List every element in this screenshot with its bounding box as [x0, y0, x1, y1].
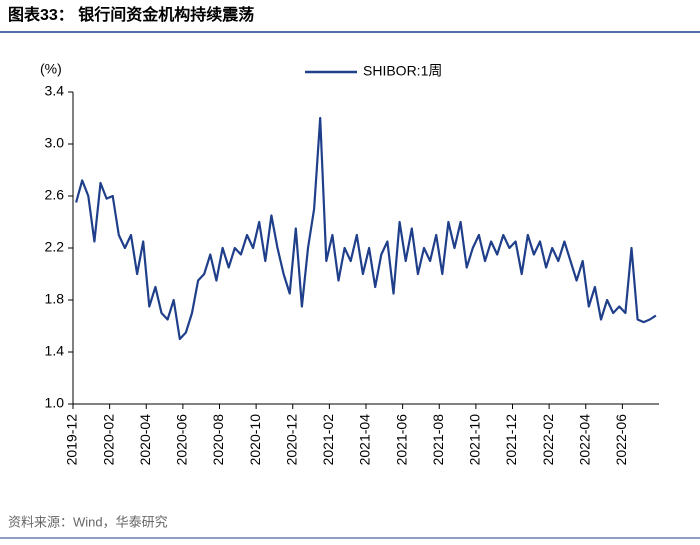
- x-tick-label: 2022-04: [576, 414, 592, 466]
- x-tick-label: 2020-08: [210, 414, 226, 466]
- x-tick-label: 2021-10: [467, 414, 483, 466]
- chart-title: 图表33： 银行间资金机构持续震荡: [8, 5, 254, 24]
- x-tick-label: 2022-06: [613, 414, 629, 466]
- y-tick-label: 1.4: [45, 343, 65, 359]
- x-tick-label: 2019-12: [64, 414, 80, 466]
- y-tick-label: 1.0: [45, 395, 65, 411]
- x-tick-label: 2020-12: [283, 414, 299, 466]
- x-tick-label: 2021-12: [503, 414, 519, 466]
- legend-label: SHIBOR:1周: [363, 63, 442, 79]
- y-tick-label: 2.6: [45, 187, 65, 203]
- x-tick-label: 2021-08: [430, 414, 446, 466]
- x-tick-label: 2022-02: [540, 414, 556, 466]
- x-tick-label: 2020-10: [247, 414, 263, 466]
- y-tick-label: 2.2: [45, 239, 65, 255]
- line-series: [75, 116, 657, 341]
- x-tick-label: 2021-06: [393, 414, 409, 466]
- y-tick-label: 1.8: [45, 291, 65, 307]
- y-axis-label: (%): [40, 61, 62, 77]
- x-tick-label: 2020-06: [174, 414, 190, 466]
- y-tick-label: 3.0: [45, 135, 65, 151]
- source: 资料来源：Wind，华泰研究: [8, 514, 168, 529]
- x-tick-label: 2020-02: [100, 414, 116, 466]
- x-tick-label: 2020-04: [137, 414, 153, 466]
- x-tick-label: 2021-02: [320, 414, 336, 466]
- x-tick-label: 2021-04: [357, 414, 373, 466]
- y-tick-label: 3.4: [45, 83, 65, 99]
